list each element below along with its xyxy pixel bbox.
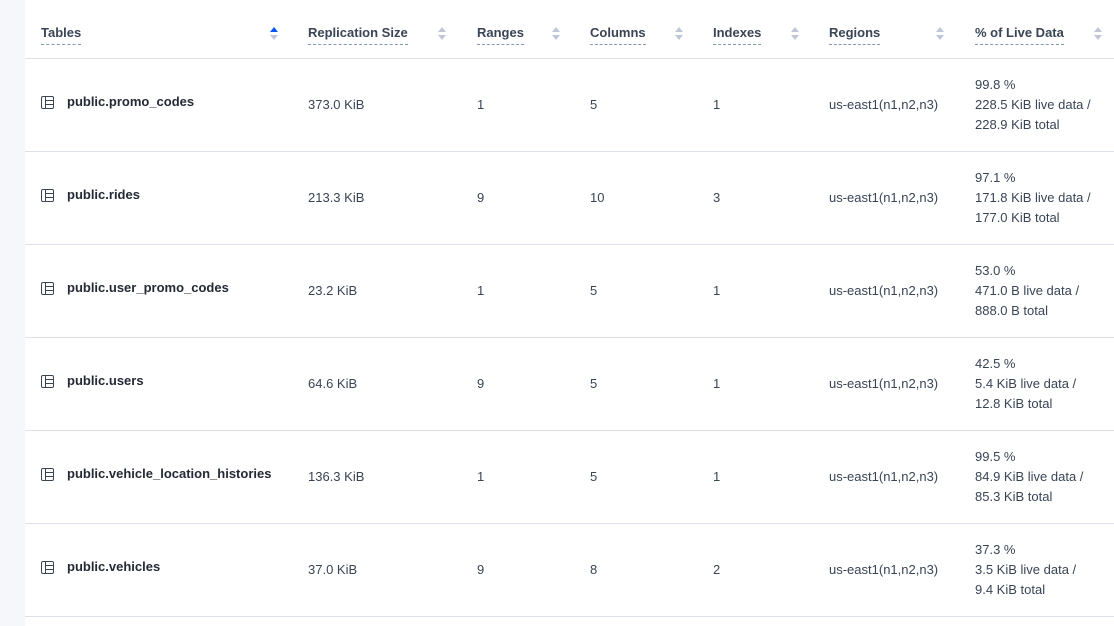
table-name-link[interactable]: public.user_promo_codes [67, 280, 229, 295]
indexes: 1 [713, 376, 721, 391]
ranges: 9 [477, 376, 485, 391]
ranges: 9 [477, 562, 485, 577]
regions: us-east1(n1,n2,n3) [829, 283, 939, 298]
header-live-data[interactable]: % of Live Data [975, 25, 1064, 45]
sort-icon[interactable] [936, 27, 944, 41]
table-name-link[interactable]: public.users [67, 373, 144, 388]
table-icon [41, 375, 54, 388]
table-icon [41, 96, 54, 109]
table-row[interactable]: public.rides 213.3 KiB 9 10 3 us-east1(n… [25, 152, 1114, 245]
header-indexes[interactable]: Indexes [713, 25, 762, 45]
live-data-amount: 171.8 KiB live data / [975, 190, 1091, 205]
columns: 5 [590, 283, 598, 298]
replication-size: 136.3 KiB [308, 469, 365, 484]
table-name-link[interactable]: public.promo_codes [67, 94, 195, 109]
live-data-amount: 3.5 KiB live data / [975, 562, 1077, 577]
live-data-amount: 84.9 KiB live data / [975, 469, 1084, 484]
table-name-link[interactable]: public.vehicle_location_histories [67, 466, 272, 481]
live-data-percent: 53.0 % [975, 263, 1016, 278]
columns: 5 [590, 97, 598, 112]
live-data-percent: 99.5 % [975, 449, 1016, 464]
regions: us-east1(n1,n2,n3) [829, 562, 939, 577]
table-icon [41, 282, 54, 295]
sort-icon[interactable] [791, 27, 799, 41]
tables-table: Tables Replication Size Ranges Columns I… [25, 0, 1114, 626]
columns: 8 [590, 562, 598, 577]
live-data-amount: 228.5 KiB live data / [975, 97, 1091, 112]
live-data-percent: 42.5 % [975, 356, 1016, 371]
table-row[interactable]: public.vehicles 37.0 KiB 9 8 2 us-east1(… [25, 524, 1114, 617]
total-data-amount: 228.9 KiB total [975, 117, 1060, 132]
sort-icon[interactable] [552, 27, 560, 41]
columns: 10 [590, 190, 605, 205]
regions: us-east1(n1,n2,n3) [829, 376, 939, 391]
indexes: 1 [713, 283, 721, 298]
table-row[interactable]: public.promo_codes 373.0 KiB 1 5 1 us-ea… [25, 59, 1114, 152]
replication-size: 23.2 KiB [308, 283, 358, 298]
live-data-percent: 99.8 % [975, 77, 1016, 92]
table-icon [41, 468, 54, 481]
live-data-amount: 5.4 KiB live data / [975, 376, 1077, 391]
header-tables[interactable]: Tables [41, 25, 82, 45]
table-header: Tables Replication Size Ranges Columns I… [25, 0, 1114, 59]
regions: us-east1(n1,n2,n3) [829, 190, 939, 205]
header-columns[interactable]: Columns [590, 25, 646, 45]
columns: 5 [590, 376, 598, 391]
table-row[interactable]: public.user_promo_codes 23.2 KiB 1 5 1 u… [25, 245, 1114, 338]
total-data-amount: 888.0 B total [975, 303, 1048, 318]
total-data-amount: 12.8 KiB total [975, 396, 1053, 411]
total-data-amount: 9.4 KiB total [975, 582, 1046, 597]
replication-size: 213.3 KiB [308, 190, 365, 205]
ranges: 9 [477, 190, 485, 205]
regions: us-east1(n1,n2,n3) [829, 97, 939, 112]
replication-size: 64.6 KiB [308, 376, 358, 391]
table-name-link[interactable]: public.vehicles [67, 559, 161, 574]
live-data-amount: 471.0 B live data / [975, 283, 1080, 298]
regions: us-east1(n1,n2,n3) [829, 469, 939, 484]
indexes: 3 [713, 190, 721, 205]
total-data-amount: 177.0 KiB total [975, 210, 1060, 225]
ranges: 1 [477, 469, 485, 484]
live-data-percent: 97.1 % [975, 170, 1016, 185]
table-row[interactable]: public.vehicle_location_histories 136.3 … [25, 431, 1114, 524]
table-icon [41, 189, 54, 202]
sort-icon[interactable] [1094, 27, 1102, 41]
header-ranges[interactable]: Ranges [477, 25, 524, 45]
sort-icon[interactable] [675, 27, 683, 41]
replication-size: 37.0 KiB [308, 562, 358, 577]
ranges: 1 [477, 283, 485, 298]
table-name-link[interactable]: public.rides [67, 187, 140, 202]
live-data-percent: 37.3 % [975, 542, 1016, 557]
table-icon [41, 561, 54, 574]
sort-icon[interactable] [270, 27, 278, 41]
sort-icon[interactable] [438, 27, 446, 41]
indexes: 1 [713, 97, 721, 112]
columns: 5 [590, 469, 598, 484]
indexes: 2 [713, 562, 721, 577]
replication-size: 373.0 KiB [308, 97, 365, 112]
header-replication-size[interactable]: Replication Size [308, 25, 408, 45]
total-data-amount: 85.3 KiB total [975, 489, 1053, 504]
indexes: 1 [713, 469, 721, 484]
ranges: 1 [477, 97, 485, 112]
header-regions[interactable]: Regions [829, 25, 881, 45]
table-row[interactable]: public.users 64.6 KiB 9 5 1 us-east1(n1,… [25, 338, 1114, 431]
